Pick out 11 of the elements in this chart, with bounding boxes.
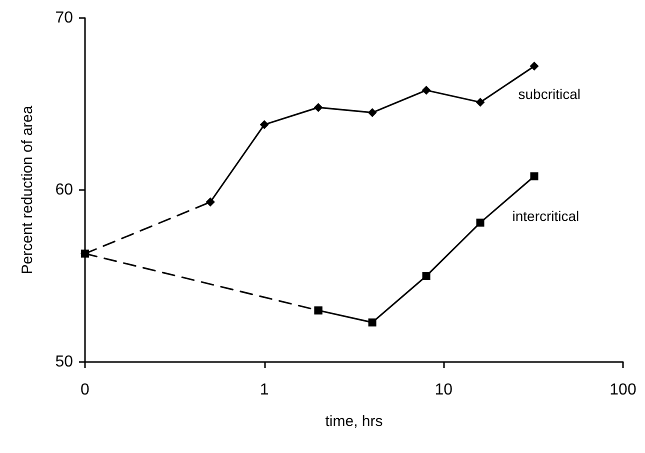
x-tick-label: 1 [260, 382, 269, 398]
x-tick-label: 100 [610, 382, 636, 398]
y-axis-title: Percent reduction of area [19, 105, 36, 274]
x-tick-label: 10 [434, 382, 453, 398]
y-tick-label: 60 [55, 182, 74, 198]
x-axis-title: time, hrs [325, 413, 383, 430]
y-tick-label: 50 [55, 354, 74, 370]
x-tick-label: 0 [80, 382, 90, 398]
series-label: subcritical [518, 86, 581, 102]
y-tick-label: 70 [55, 10, 74, 26]
series-label: intercritical [512, 208, 580, 224]
